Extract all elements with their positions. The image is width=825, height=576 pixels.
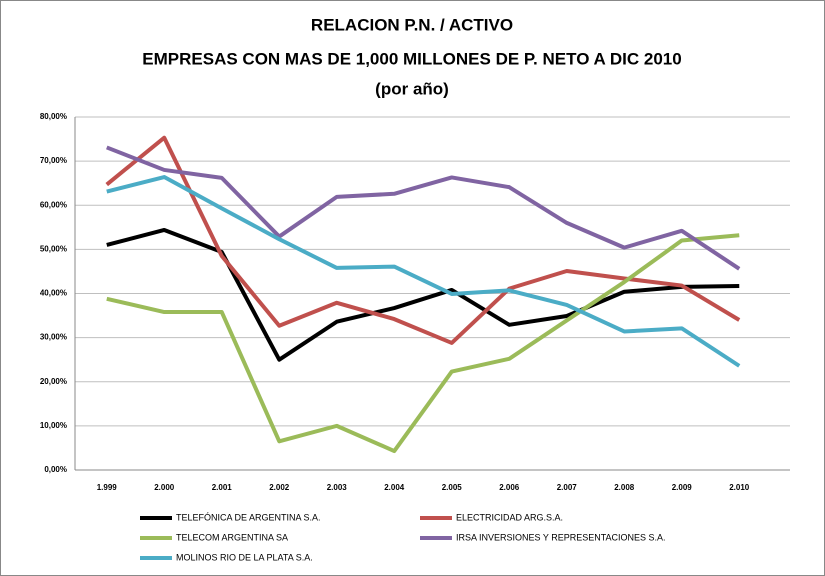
series-line xyxy=(106,145,741,271)
y-tick-label: 0,00% xyxy=(44,465,67,474)
series-line xyxy=(105,135,741,345)
y-tick-label: 80,00% xyxy=(40,112,67,121)
x-tick-label: 2.000 xyxy=(154,483,175,492)
x-tick-label: 2.001 xyxy=(212,483,233,492)
legend-label: MOLINOS RIO DE LA PLATA S.A. xyxy=(176,552,313,562)
chart-title: EMPRESAS CON MAS DE 1,000 MILLONES DE P.… xyxy=(142,49,681,68)
x-tick-label: 2.005 xyxy=(442,483,463,492)
legend-label: TELEFÓNICA DE ARGENTINA S.A. xyxy=(176,512,321,522)
x-tick-label: 2.004 xyxy=(384,483,405,492)
x-tick-label: 2.010 xyxy=(729,483,750,492)
y-tick-label: 30,00% xyxy=(40,333,67,342)
x-tick-label: 2.007 xyxy=(557,483,578,492)
chart-title: (por año) xyxy=(375,79,449,98)
legend-label: ELECTRICIDAD ARG.S.A. xyxy=(456,512,563,522)
legend-label: IRSA INVERSIONES Y REPRESENTACIONES S.A. xyxy=(456,532,666,542)
x-tick-label: 2.008 xyxy=(614,483,635,492)
series-line xyxy=(106,227,740,362)
y-tick-label: 50,00% xyxy=(40,244,67,253)
y-tick-label: 70,00% xyxy=(40,156,67,165)
y-tick-label: 40,00% xyxy=(40,289,67,298)
y-tick-label: 60,00% xyxy=(40,200,67,209)
series-line xyxy=(106,175,741,368)
x-tick-label: 2.002 xyxy=(269,483,290,492)
y-tick-label: 10,00% xyxy=(40,421,67,430)
chart-title: RELACION P.N. / ACTIVO xyxy=(311,15,513,34)
x-tick-label: 2.009 xyxy=(672,483,693,492)
x-tick-label: 2.003 xyxy=(327,483,348,492)
legend-label: TELECOM ARGENTINA SA xyxy=(176,532,288,542)
x-tick-label: 1.999 xyxy=(97,483,118,492)
x-tick-label: 2.006 xyxy=(499,483,520,492)
series-line xyxy=(106,233,740,454)
y-tick-label: 20,00% xyxy=(40,377,67,386)
